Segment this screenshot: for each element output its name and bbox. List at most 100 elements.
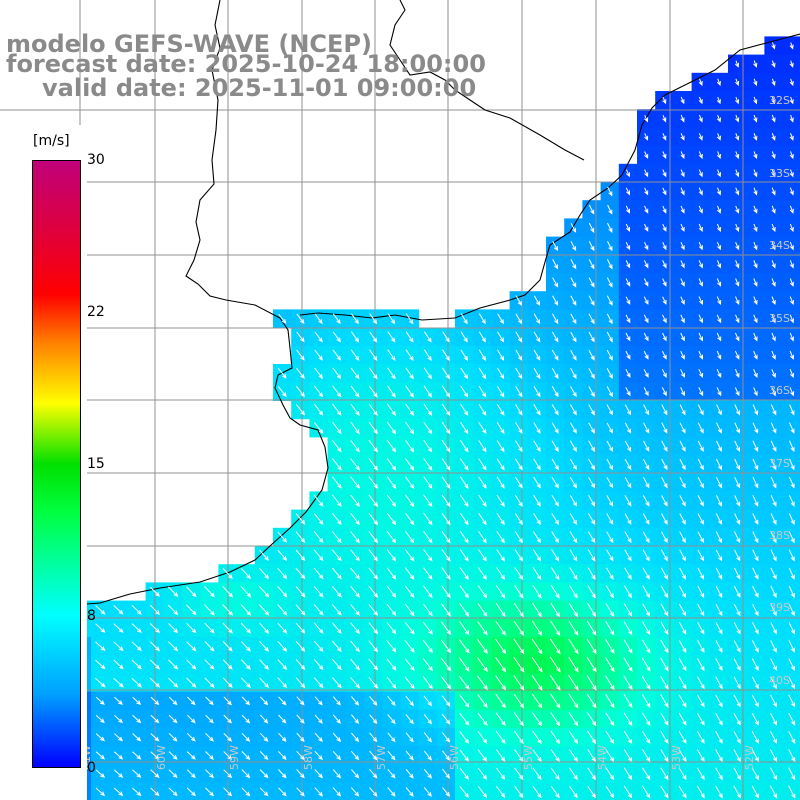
wind-arrow [605, 693, 615, 709]
wind-arrow [697, 621, 705, 635]
wind-arrow [313, 549, 324, 562]
wind-arrow [114, 696, 123, 705]
wind-arrow [569, 404, 577, 416]
wind-arrow [607, 222, 613, 233]
wind-arrow [240, 585, 252, 598]
wind-arrow [386, 567, 397, 580]
wind-arrow [240, 567, 251, 580]
wind-arrow [642, 749, 651, 763]
wind-arrow [697, 495, 704, 507]
wind-arrow [186, 586, 197, 598]
wind-arrow [387, 385, 396, 398]
wind-arrow [641, 639, 651, 654]
wind-arrow [753, 369, 758, 379]
wind-arrow [570, 331, 577, 343]
wind-arrow [751, 731, 759, 744]
wind-arrow [715, 712, 723, 726]
wind-arrow [167, 604, 179, 616]
wind-arrow [368, 531, 379, 544]
wind-arrow [789, 332, 794, 342]
wind-arrow [680, 169, 685, 178]
wind-arrow [660, 585, 668, 599]
wind-arrow [278, 313, 287, 324]
wind-arrow [660, 712, 669, 726]
wind-arrow [258, 604, 270, 616]
wind-arrow [531, 620, 543, 636]
wind-arrow [313, 622, 324, 634]
wind-arrow [131, 641, 142, 652]
wind-arrow [222, 604, 234, 616]
wind-arrow [150, 696, 160, 706]
wind-arrow [752, 495, 759, 507]
wind-arrow [332, 531, 342, 544]
colorbar-tick-0: 0 [87, 760, 96, 776]
wind-arrow [751, 712, 759, 726]
wind-arrow [442, 349, 450, 362]
wind-arrow [735, 205, 740, 214]
wind-arrow [770, 567, 777, 580]
wind-arrow [549, 675, 561, 691]
wind-arrow [422, 603, 433, 617]
wind-arrow [789, 133, 794, 141]
wind-arrow [149, 641, 161, 652]
wind-arrow [568, 638, 579, 655]
wind-arrow [624, 531, 632, 544]
wind-arrow [478, 385, 487, 398]
wind-arrow [660, 603, 669, 617]
wind-arrow [95, 733, 105, 742]
wind-arrow [735, 242, 740, 251]
wind-arrow [332, 385, 342, 398]
wind-arrow [698, 368, 704, 379]
wind-arrow [588, 204, 595, 215]
wind-arrow [350, 385, 360, 398]
wind-arrow [662, 133, 667, 141]
wind-arrow [477, 749, 488, 762]
wind-arrow [442, 787, 451, 797]
wind-arrow [313, 658, 324, 671]
wind-arrow [532, 749, 542, 763]
wind-arrow [259, 751, 269, 761]
wind-arrow [789, 260, 794, 269]
wind-arrow [588, 367, 595, 380]
wind-arrow [113, 623, 124, 633]
wind-arrow [586, 638, 597, 655]
wind-arrow [186, 769, 196, 779]
wind-arrow [605, 675, 615, 691]
wind-arrow [332, 421, 342, 435]
wind-arrow [277, 567, 288, 580]
wind-arrow [662, 187, 667, 196]
wind-arrow [771, 387, 776, 397]
wind-arrow [350, 349, 360, 361]
wind-arrow [296, 385, 305, 398]
wind-arrow [624, 422, 632, 434]
wind-arrow [569, 440, 577, 452]
wind-arrow [442, 750, 451, 761]
wind-arrow [478, 313, 486, 325]
wind-arrow [642, 476, 650, 489]
wind-arrow [605, 585, 614, 599]
wind-arrow [332, 549, 342, 562]
wind-arrow [259, 640, 270, 652]
wind-arrow [625, 314, 631, 324]
wind-arrow [223, 732, 233, 742]
wind-arrow [788, 549, 795, 562]
wind-arrow [113, 605, 124, 615]
wind-arrow [569, 422, 577, 434]
wind-arrow [495, 693, 506, 709]
wind-arrow [550, 620, 561, 636]
wind-arrow [623, 730, 633, 744]
wind-arrow [678, 749, 687, 762]
wind-arrow [477, 785, 488, 799]
wind-arrow [788, 767, 796, 781]
wind-arrow [735, 151, 740, 160]
wind-arrow [404, 621, 415, 635]
wind-arrow [698, 114, 703, 123]
wind-arrow [441, 476, 451, 489]
wind-arrow [259, 677, 270, 689]
wind-arrow [770, 622, 777, 635]
wind-arrow [789, 314, 794, 324]
wind-arrow [735, 296, 740, 306]
wind-arrow [753, 114, 758, 123]
wind-arrow [716, 151, 721, 160]
wind-arrow [679, 404, 686, 416]
